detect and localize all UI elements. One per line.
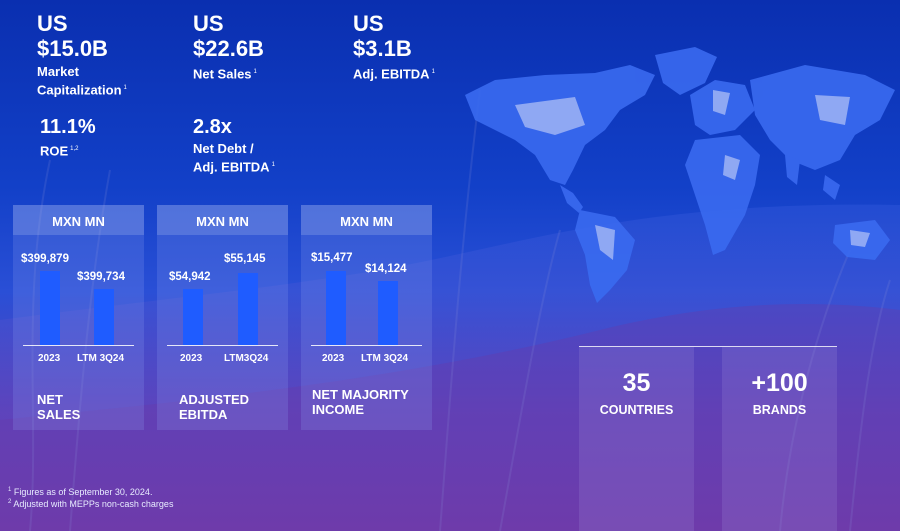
stat-value: $22.6B	[193, 36, 264, 61]
bar-label: 2023	[180, 353, 203, 364]
bar-value: $399,734	[77, 271, 125, 283]
stat-adj-ebitda: US $3.1B Adj. EBITDA 1	[353, 11, 435, 82]
brands-number: +100	[751, 369, 808, 397]
brands-label: BRANDS	[752, 403, 807, 417]
stat-net-sales: US $22.6B Net Sales 1	[193, 11, 264, 82]
bar-value: $14,124	[365, 263, 407, 275]
bar-ltm	[378, 281, 398, 345]
panel-title: NET MAJORITY INCOME	[312, 387, 409, 417]
panel-unit: MXN MN	[13, 205, 144, 235]
bar-label: 2023	[38, 353, 61, 364]
panel-adjusted-ebitda: MXN MN $54,942 $55,145 2023 LTM3Q24 ADJU…	[157, 205, 288, 430]
stat-value: 11.1%	[40, 116, 96, 138]
footnote-2: 2 Adjusted with MEPPs non-cash charges	[8, 499, 174, 509]
stat-value: $3.1B	[353, 36, 412, 61]
stat-value: 2.8x	[193, 116, 232, 138]
stat-value: $15.0B	[37, 36, 108, 61]
bar-2023	[40, 271, 60, 345]
panel-title: ADJUSTED EBITDA	[179, 392, 250, 422]
countries-number: 35	[622, 369, 651, 397]
bar-value: $399,879	[21, 253, 69, 265]
bar-label: LTM3Q24	[224, 353, 269, 364]
bar-ltm	[94, 289, 114, 345]
stat-roe: 11.1% ROE 1,2	[40, 116, 96, 159]
axis-line	[23, 345, 134, 346]
bar-value: $55,145	[224, 253, 266, 265]
countries-label: COUNTRIES	[599, 403, 674, 417]
axis-line	[311, 345, 422, 346]
panel-unit: MXN MN	[301, 205, 432, 235]
bar-2023	[183, 289, 203, 345]
bar-label: LTM 3Q24	[77, 353, 125, 364]
panel-brands: +100 BRANDS	[722, 347, 837, 531]
panel-title: NET SALES	[37, 392, 81, 422]
footnote-1: 1 Figures as of September 30, 2024.	[8, 487, 153, 497]
panel-net-sales: MXN MN $399,879 $399,734 2023 LTM 3Q24 N…	[13, 205, 144, 430]
axis-line	[167, 345, 278, 346]
panel-net-majority-income: MXN MN $15,477 $14,124 2023 LTM 3Q24 NET…	[301, 205, 432, 430]
bar-label: 2023	[322, 353, 345, 364]
stat-market-cap: US $15.0B Market Capitalization 1	[37, 11, 127, 98]
divider-line	[579, 346, 837, 347]
bar-label: LTM 3Q24	[361, 353, 409, 364]
bar-2023	[326, 271, 346, 345]
bar-value: $15,477	[311, 252, 353, 264]
panel-unit: MXN MN	[157, 205, 288, 235]
bar-ltm	[238, 273, 258, 345]
bar-value: $54,942	[169, 271, 211, 283]
panel-countries: 35 COUNTRIES	[579, 347, 694, 531]
stat-net-debt: 2.8x Net Debt / Adj. EBITDA 1	[193, 116, 275, 175]
world-map	[465, 47, 895, 303]
